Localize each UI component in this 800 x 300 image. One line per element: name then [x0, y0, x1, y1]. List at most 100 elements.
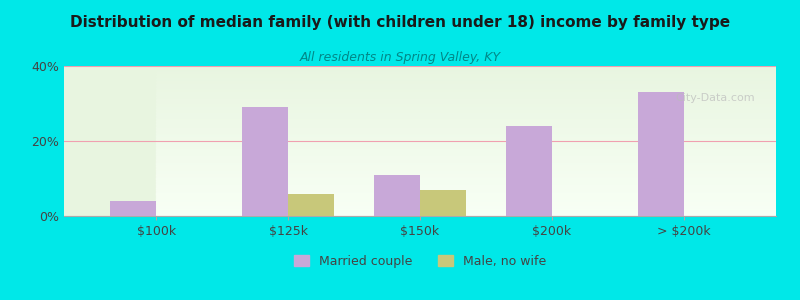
Bar — [156, 154, 800, 156]
Bar — [156, 204, 800, 206]
Bar — [156, 142, 800, 144]
Bar — [156, 102, 800, 104]
Bar — [156, 92, 800, 93]
Bar — [156, 189, 800, 190]
Bar — [156, 111, 800, 112]
Bar — [420, 190, 466, 216]
Bar — [156, 169, 800, 171]
Bar — [156, 129, 800, 130]
Text: Distribution of median family (with children under 18) income by family type: Distribution of median family (with chil… — [70, 15, 730, 30]
Bar — [156, 66, 800, 68]
Text: City-Data.com: City-Data.com — [675, 93, 754, 103]
Bar — [156, 122, 800, 123]
Bar — [156, 214, 800, 216]
Bar — [156, 130, 800, 132]
Bar — [156, 75, 800, 76]
Bar — [156, 194, 800, 195]
Bar — [156, 180, 800, 182]
Bar — [156, 82, 800, 84]
Bar — [156, 153, 800, 154]
Bar — [156, 132, 800, 134]
Bar — [156, 202, 800, 204]
Bar — [156, 87, 800, 88]
Bar — [156, 208, 800, 210]
Bar — [156, 148, 800, 150]
Bar — [156, 158, 800, 159]
Bar — [156, 69, 800, 70]
Bar — [156, 164, 800, 165]
Bar — [156, 146, 800, 147]
Bar — [156, 84, 800, 86]
Bar — [156, 152, 800, 153]
Bar — [156, 138, 800, 140]
Bar — [156, 120, 800, 122]
Bar — [156, 213, 800, 214]
Bar — [156, 159, 800, 160]
Bar — [156, 196, 800, 198]
Bar — [156, 94, 800, 96]
Bar — [156, 212, 800, 213]
Bar — [156, 210, 800, 212]
Bar — [156, 198, 800, 200]
Bar — [110, 201, 156, 216]
Bar — [156, 207, 800, 208]
Bar — [156, 200, 800, 201]
Bar — [156, 186, 800, 188]
Bar — [156, 100, 800, 102]
Bar — [156, 117, 800, 118]
Bar — [156, 140, 800, 141]
Bar — [156, 110, 800, 111]
Bar — [156, 144, 800, 146]
Bar — [156, 81, 800, 82]
Bar — [156, 68, 800, 69]
Bar — [156, 123, 800, 124]
Bar — [156, 176, 800, 177]
Bar — [374, 175, 420, 216]
Bar — [156, 134, 800, 135]
Bar — [156, 160, 800, 162]
Bar — [156, 99, 800, 100]
Bar — [156, 93, 800, 94]
Bar — [156, 80, 800, 81]
Bar — [156, 177, 800, 178]
Bar — [156, 114, 800, 116]
Bar — [156, 201, 800, 202]
Bar — [242, 107, 288, 216]
Bar — [156, 96, 800, 98]
Bar — [156, 168, 800, 170]
Bar — [156, 171, 800, 172]
Bar — [156, 182, 800, 183]
Legend: Married couple, Male, no wife: Married couple, Male, no wife — [289, 250, 551, 273]
Bar — [156, 128, 800, 129]
Bar — [156, 90, 800, 92]
Bar — [156, 195, 800, 196]
Bar — [156, 135, 800, 136]
Bar — [156, 167, 800, 168]
Bar — [156, 74, 800, 75]
Bar — [156, 98, 800, 99]
Bar — [156, 116, 800, 117]
Bar — [156, 188, 800, 189]
Bar — [288, 194, 334, 216]
Bar — [156, 192, 800, 194]
Bar — [506, 126, 552, 216]
Bar — [156, 150, 800, 152]
Bar — [156, 147, 800, 148]
Bar — [156, 174, 800, 176]
Bar — [156, 183, 800, 184]
Bar — [156, 141, 800, 142]
Bar — [156, 78, 800, 80]
Bar — [156, 126, 800, 128]
Bar — [156, 124, 800, 126]
Bar — [156, 172, 800, 174]
Bar — [156, 108, 800, 110]
Bar — [156, 156, 800, 158]
Bar — [156, 76, 800, 78]
Bar — [156, 178, 800, 180]
Bar — [156, 184, 800, 186]
Bar — [156, 206, 800, 207]
Bar — [156, 112, 800, 114]
Bar — [156, 165, 800, 166]
Bar — [156, 162, 800, 164]
Bar — [156, 118, 800, 120]
